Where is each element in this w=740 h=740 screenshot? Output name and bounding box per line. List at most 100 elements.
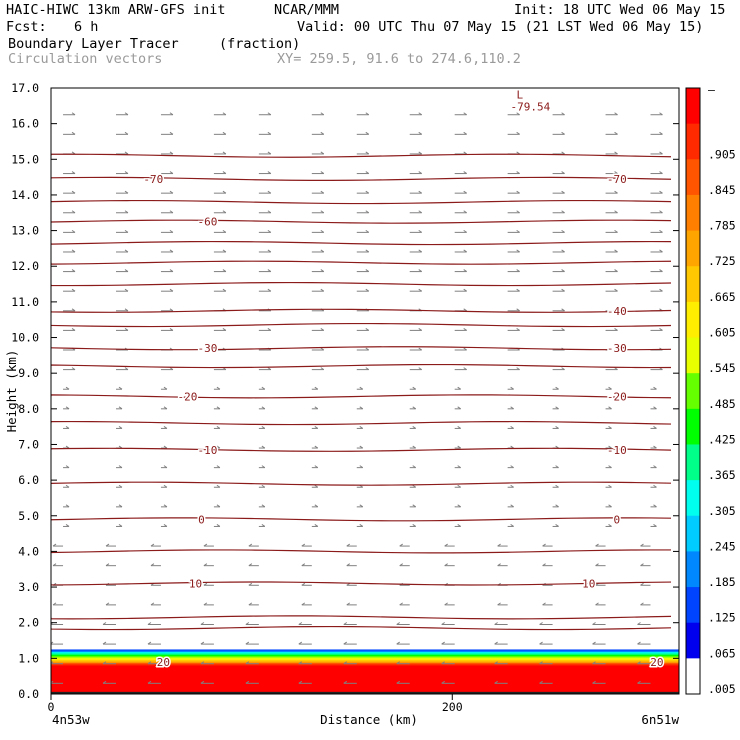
vector-arrowhead	[216, 406, 221, 410]
vector-arrowhead	[457, 484, 461, 488]
vector-arrowhead	[150, 602, 155, 606]
vector-arrowhead	[516, 288, 520, 292]
vector-arrowhead	[314, 465, 319, 469]
contour-line	[51, 363, 672, 369]
vector-arrowhead	[118, 426, 123, 429]
vector-arrowhead	[561, 308, 565, 312]
contour-label: 0	[613, 513, 620, 526]
contour-label: -70	[143, 173, 163, 186]
vector-arrowhead	[539, 680, 543, 684]
vector-arrowhead	[555, 524, 559, 527]
colorbar-label: .245	[708, 539, 736, 553]
vector-arrowhead	[71, 171, 76, 174]
vector-arrowhead	[516, 151, 520, 155]
vector-arrowhead	[248, 582, 253, 586]
vector-arrowhead	[444, 543, 448, 547]
vector-arrowhead	[396, 641, 401, 645]
vector-arrowhead	[222, 229, 227, 233]
vector-arrowhead	[163, 465, 168, 469]
vector-arrowhead	[614, 367, 618, 371]
vector-arrowhead	[248, 563, 253, 567]
vector-arrowhead	[418, 151, 423, 155]
organization-label: NCAR/MMM	[274, 2, 340, 18]
plot-frame	[50, 87, 680, 695]
vector-arrowhead	[365, 229, 370, 233]
vector-arrowhead	[614, 151, 618, 155]
vector-arrowhead	[222, 112, 227, 116]
vector-arrowhead	[267, 269, 272, 272]
y-tick-label: 15.0	[11, 152, 39, 166]
vector-arrowhead	[261, 445, 266, 449]
vector-arrowhead	[163, 504, 168, 508]
vector-arrowhead	[614, 210, 618, 214]
vector-arrowhead	[124, 112, 129, 116]
vector-arrowhead	[222, 269, 227, 272]
colorbar-label: .725	[708, 254, 736, 268]
vector-arrowhead	[365, 249, 370, 253]
contour-label: 20	[157, 656, 170, 669]
vector-arrowhead	[561, 210, 565, 214]
vector-arrowhead	[561, 112, 565, 116]
vector-arrowhead	[320, 327, 325, 331]
vector-arrowhead	[365, 327, 370, 331]
vector-arrowhead	[169, 190, 174, 194]
vector-arrowhead	[51, 641, 54, 645]
colorbar-label: .305	[708, 504, 736, 518]
vector-arrowhead	[510, 386, 514, 390]
vector-arrowhead	[418, 327, 423, 331]
colorbar-swatch	[686, 88, 700, 125]
contour-line	[51, 481, 672, 486]
vector-arrowhead	[463, 210, 467, 214]
vector-arrowhead	[653, 445, 657, 449]
tracer-band	[51, 649, 679, 652]
vector-arrowhead	[267, 367, 272, 371]
vector-arrowhead	[245, 680, 250, 684]
vector-arrowhead	[412, 426, 417, 429]
vector-arrowhead	[124, 249, 129, 253]
vector-arrowhead	[457, 426, 461, 429]
vector-arrowhead	[71, 269, 76, 272]
vector-arrowhead	[516, 229, 520, 233]
vector-arrowhead	[614, 190, 618, 194]
y-tick-label: 10.0	[11, 331, 39, 345]
colorbar-swatch	[686, 551, 700, 588]
vector-arrowhead	[418, 210, 423, 214]
vector-arrowhead	[65, 445, 70, 449]
axes: 0.0 1.0 2.0 3.0 4.0 5.0 6.0 7.0 8.0 9.0 10.0 11.0 12…	[4, 81, 680, 727]
contour-line	[51, 153, 672, 158]
vector-arrowhead	[510, 426, 514, 429]
vector-arrowhead	[595, 543, 599, 547]
vector-arrowhead	[457, 386, 461, 390]
vector-arrowhead	[65, 484, 70, 488]
y-tick-label: 11.0	[11, 295, 39, 309]
vector-arrowhead	[463, 151, 467, 155]
vector-arrowhead	[71, 367, 76, 371]
tracer-band	[51, 654, 679, 658]
vector-arrowhead	[346, 543, 351, 547]
vector-arrowhead	[169, 171, 174, 174]
vector-arrowhead	[396, 622, 401, 625]
vector-arrowhead	[71, 190, 76, 194]
tracer-band	[51, 658, 679, 662]
x-tick-label: 200	[442, 700, 463, 714]
vector-arrowhead	[320, 229, 325, 233]
vector-arrowhead	[659, 269, 663, 272]
vector-arrowhead	[52, 602, 57, 606]
vector-arrowhead	[102, 661, 107, 665]
vector-arrowhead	[320, 269, 325, 272]
vector-arrowhead	[343, 680, 348, 684]
vector-arrowhead	[441, 680, 445, 684]
contour-label: -30	[607, 342, 627, 355]
vector-arrowhead	[51, 661, 54, 664]
vector-arrowhead	[539, 661, 543, 665]
vector-arrowhead	[245, 641, 250, 645]
vector-arrowhead	[418, 190, 423, 194]
cross-section-coordinates: XY= 259.5, 91.6 to 274.6,110.2	[277, 51, 521, 67]
colorbar-swatch	[686, 515, 700, 552]
contour-line	[51, 517, 672, 522]
vector-arrowhead	[516, 210, 520, 214]
vector-arrowhead	[65, 504, 70, 508]
vector-arrowhead	[659, 210, 663, 214]
vector-arrowhead	[412, 504, 417, 508]
vector-arrowhead	[222, 190, 227, 194]
